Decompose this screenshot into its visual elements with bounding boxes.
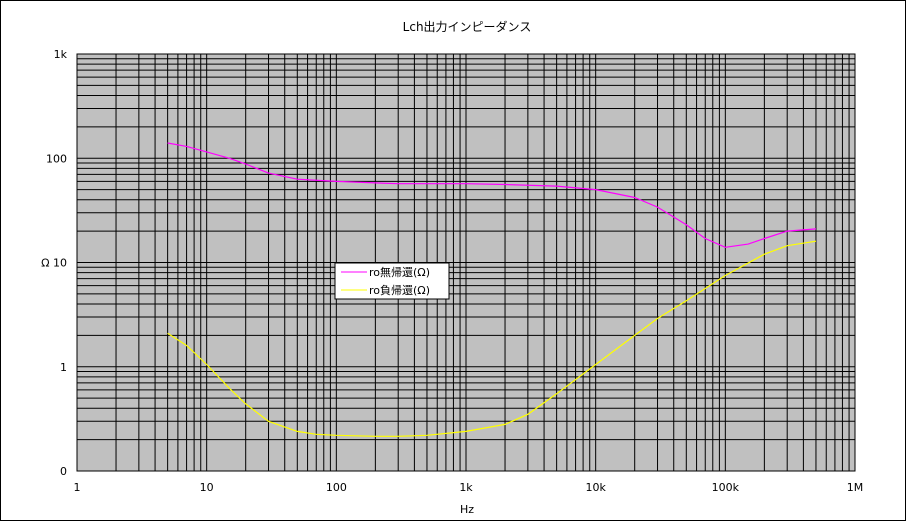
grid-lines: [76, 54, 855, 472]
x-axis-label: Hz: [460, 503, 474, 516]
legend-label-feedback: ro負帰還(Ω): [369, 284, 430, 297]
legend-box: [334, 262, 450, 300]
plot-border: [76, 53, 856, 472]
x-tick-label: 1: [74, 481, 81, 494]
chart-title: Lch出力インピーダンス: [403, 19, 532, 34]
y-tick-label: 1k: [54, 48, 68, 61]
series-lines: [167, 142, 817, 437]
legend-label-no-feedback: ro無帰還(Ω): [369, 265, 430, 279]
x-tick-label: 1M: [847, 481, 864, 494]
series-line-0: [167, 142, 817, 248]
y-tick-label: 1: [60, 361, 67, 374]
x-tick-label: 1k: [459, 481, 473, 494]
legend: ro無帰還(Ω) ro負帰還(Ω): [334, 262, 450, 300]
x-tick-label: 100k: [712, 481, 740, 494]
series-line-1: [167, 240, 817, 437]
y-tick-label: 0: [60, 465, 67, 478]
x-tick-label: 10k: [585, 481, 606, 494]
x-tick-label: 100: [326, 481, 347, 494]
y-tick-labels: 0 1 Ω 10 100 1k: [41, 48, 68, 478]
x-tick-labels: 1 10 100 1k 10k 100k 1M: [74, 481, 864, 494]
x-tick-label: 10: [200, 481, 214, 494]
y-tick-label: Ω 10: [41, 257, 67, 270]
y-tick-label: 100: [46, 152, 67, 165]
